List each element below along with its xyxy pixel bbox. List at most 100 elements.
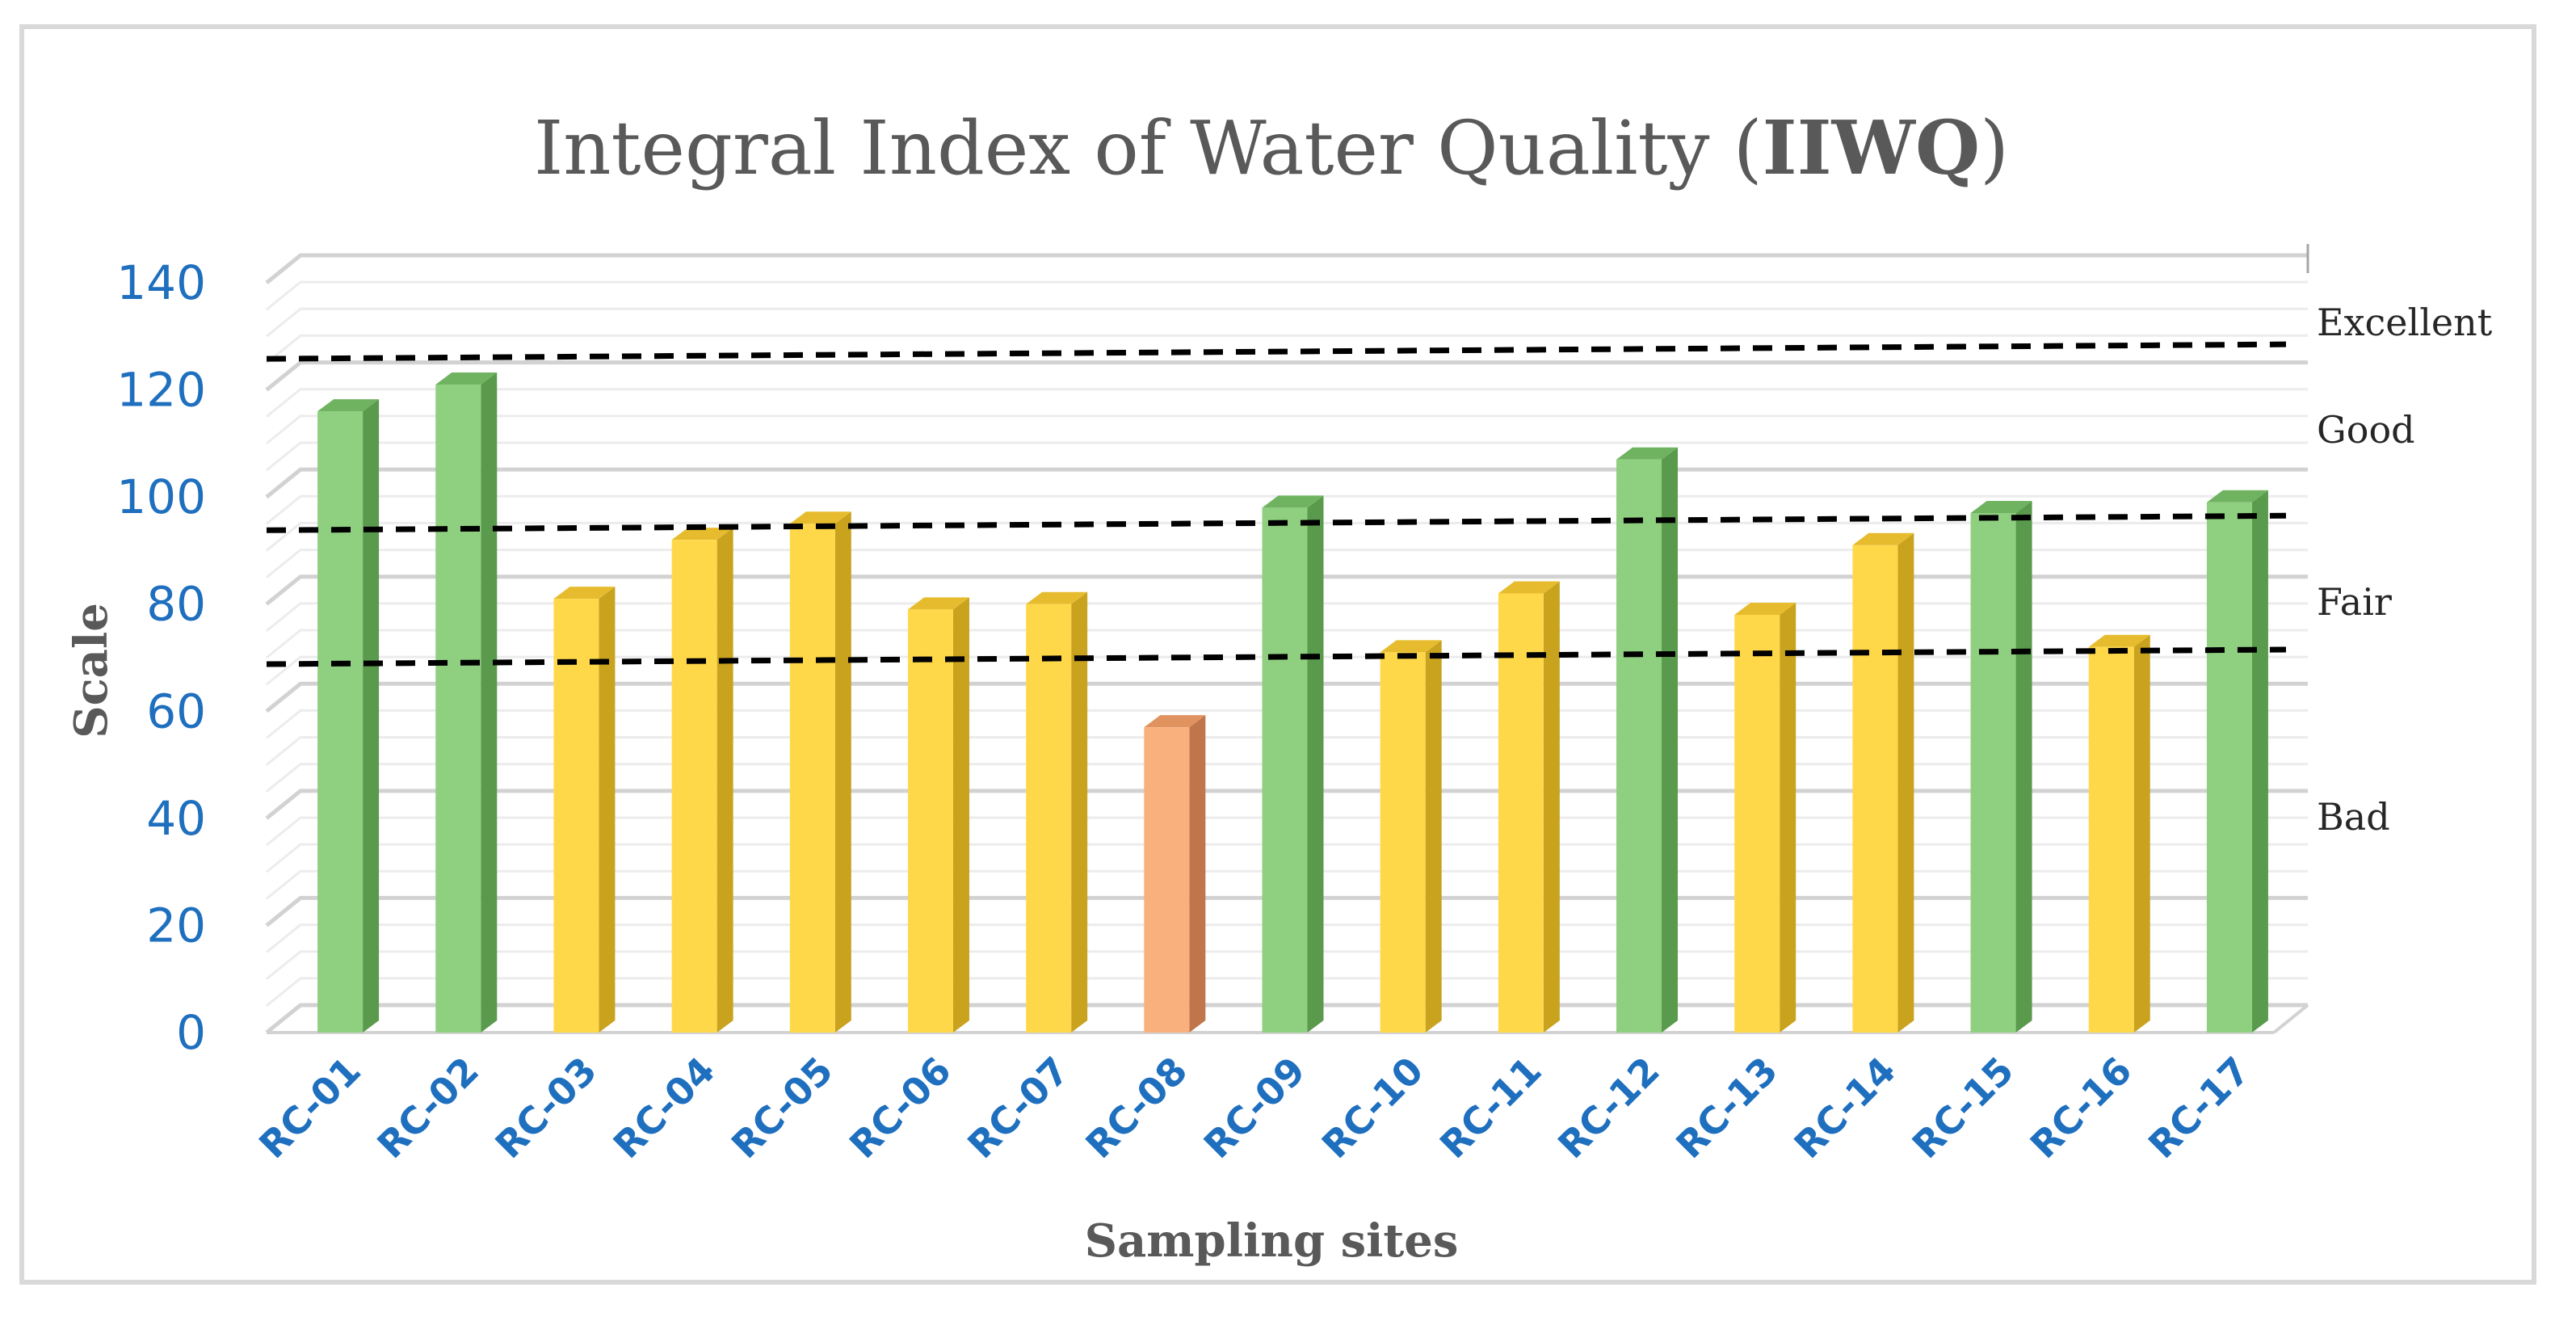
bar-front (317, 411, 363, 1033)
y-tick-label: 140 (116, 255, 206, 310)
y-tick-label: 120 (116, 363, 206, 418)
threshold-line (266, 512, 2287, 533)
bar-front (1380, 652, 1426, 1033)
bar-front (2206, 502, 2252, 1033)
zone-label-good: Good (2317, 408, 2415, 452)
bar-top (1970, 501, 2032, 514)
bar-side (1780, 602, 1796, 1033)
zone-label-excellent: Excellent (2317, 301, 2493, 344)
bar-rc-06 (907, 597, 969, 1033)
bar-side (481, 372, 498, 1033)
bar-rc-03 (553, 587, 616, 1033)
x-axis-label: Sampling sites (1085, 1214, 1459, 1268)
bar-front (1734, 614, 1780, 1033)
x-tick-label: RC-02 (368, 1049, 487, 1167)
zone-label-fair: Fair (2317, 580, 2392, 624)
bar-top (1262, 495, 1324, 508)
bar-side (2251, 490, 2268, 1033)
x-axis-ticks: RC-01 RC-02 RC-03 RC-04 RC-05 RC-06 RC-07 RC-08… (250, 1049, 2258, 1167)
gridline-minor (266, 280, 2308, 311)
bar-top (317, 399, 380, 412)
bar-top (1616, 447, 1679, 460)
bar-side (2015, 501, 2032, 1033)
bar-side (716, 528, 733, 1033)
gridline-minor (266, 388, 2308, 418)
bar-top (789, 511, 851, 524)
x-tick-label: RC-09 (1196, 1049, 1314, 1167)
gridline-minor (266, 307, 2308, 338)
y-tick-label: 60 (146, 684, 206, 738)
bar-side (1897, 532, 1914, 1033)
bar-rc-11 (1498, 581, 1560, 1033)
bars-layer (317, 372, 2268, 1033)
bar-front (1852, 545, 1898, 1033)
bar-rc-01 (317, 399, 380, 1033)
bar-side (1307, 495, 1324, 1033)
bar-top (2206, 490, 2268, 503)
zone-labels: Excellent Good Fair Bad (2317, 301, 2493, 839)
bar-rc-07 (1026, 591, 1088, 1033)
x-tick-label: RC-14 (1786, 1049, 1905, 1167)
bar-rc-09 (1262, 495, 1324, 1033)
x-tick-label: RC-17 (2140, 1049, 2259, 1167)
y-tick-label: 0 (176, 1005, 206, 1060)
bar-top (1144, 715, 1206, 728)
bar-front (907, 609, 953, 1033)
bar-side (363, 399, 380, 1033)
bar-rc-13 (1734, 602, 1796, 1033)
threshold-line (266, 341, 2287, 362)
bar-rc-10 (1380, 640, 1442, 1033)
threshold-line (266, 646, 2287, 667)
gridline-major (265, 360, 2308, 392)
y-tick-label: 100 (116, 469, 206, 524)
bar-top (1380, 640, 1442, 653)
bar-rc-02 (435, 372, 498, 1033)
bar-rc-12 (1616, 447, 1679, 1033)
bar-top (2088, 634, 2150, 647)
gridline-minor (266, 334, 2308, 364)
bar-front (553, 599, 599, 1033)
y-tick-label: 80 (146, 577, 206, 632)
bar-side (1543, 581, 1560, 1033)
bar-side (1425, 640, 1442, 1033)
bar-front (1144, 727, 1190, 1033)
bar-side (952, 597, 969, 1033)
bar-top (1498, 581, 1560, 594)
bar-top (435, 372, 498, 385)
bar-front (2088, 646, 2134, 1033)
gridline-major (265, 253, 2308, 284)
bar-top (671, 528, 733, 541)
threshold-layer (266, 341, 2287, 667)
bar-top (1852, 532, 1914, 545)
x-tick-label: RC-11 (1431, 1049, 1550, 1167)
y-tick-label: 40 (146, 791, 206, 846)
bar-front (435, 384, 481, 1033)
x-tick-label: RC-16 (2022, 1049, 2141, 1167)
x-tick-label: RC-07 (959, 1049, 1078, 1167)
bar-side (1071, 591, 1088, 1033)
gridline-minor (266, 414, 2308, 445)
chart-title: Integral Index of Water Quality (IIWQ) (534, 104, 2009, 191)
x-tick-label: RC-03 (487, 1049, 606, 1167)
bar-front (789, 524, 835, 1033)
bar-rc-15 (1970, 501, 2032, 1033)
x-tick-label: RC-12 (1549, 1049, 1668, 1167)
x-tick-label: RC-15 (1904, 1049, 2023, 1167)
bar-side (599, 587, 616, 1033)
gridline-major (265, 467, 2308, 499)
bar-rc-04 (671, 528, 733, 1033)
bar-side (1189, 715, 1206, 1033)
bar-front (1616, 459, 1662, 1033)
x-tick-label: RC-13 (1667, 1049, 1786, 1167)
bar-side (2133, 634, 2150, 1033)
bar-side (834, 511, 851, 1033)
bar-top (1734, 602, 1796, 615)
bar-front (671, 540, 717, 1033)
bar-front (1498, 593, 1544, 1033)
bar-top (553, 587, 616, 599)
bar-top (907, 597, 969, 610)
x-tick-label: RC-10 (1313, 1049, 1432, 1167)
gridline-minor (266, 441, 2308, 472)
bar-rc-08 (1144, 715, 1206, 1033)
